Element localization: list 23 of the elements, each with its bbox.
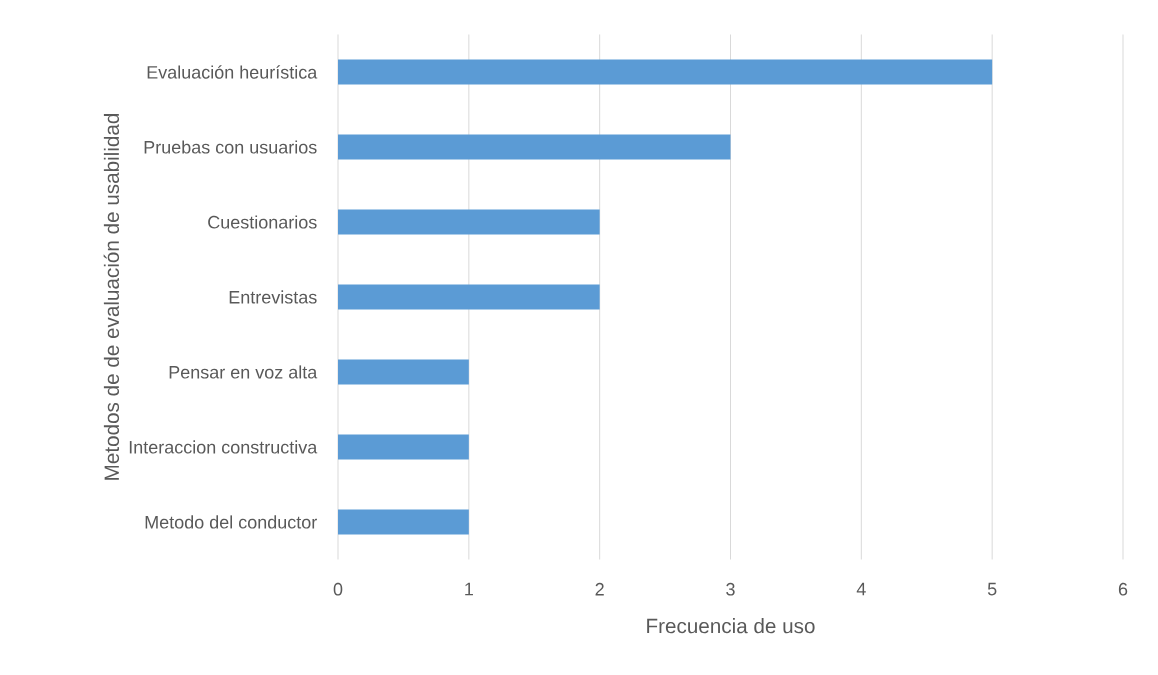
bar: [338, 509, 469, 535]
x-tick-label: 2: [595, 582, 604, 596]
x-tick-label: 4: [856, 582, 866, 596]
y-tick-label: Pensar en voz alta: [169, 365, 318, 379]
x-tick-label: 5: [987, 582, 997, 596]
bar: [338, 209, 600, 235]
y-axis-title: Metodos de de evaluación de usabilidad: [103, 114, 120, 480]
x-tick-label: 0: [333, 582, 343, 596]
bar: [338, 59, 993, 85]
bar: [338, 434, 469, 460]
y-tick-label: Pruebas con usuarios: [144, 140, 317, 154]
x-axis-title: Frecuencia de uso: [647, 618, 815, 634]
y-tick-label: Interaccion constructiva: [129, 440, 318, 454]
x-tick-label: 3: [726, 582, 735, 596]
y-tick-label: Cuestionarios: [208, 215, 317, 229]
x-tick-label: 1: [465, 582, 473, 596]
y-tick-label: Evaluación heurística: [147, 65, 318, 79]
x-tick-label: 6: [1118, 582, 1128, 596]
bar: [338, 134, 731, 160]
y-tick-label: Entrevistas: [229, 290, 317, 304]
bar: [338, 284, 600, 310]
bar: [338, 359, 469, 385]
y-tick-label: Metodo del conductor: [145, 515, 317, 529]
